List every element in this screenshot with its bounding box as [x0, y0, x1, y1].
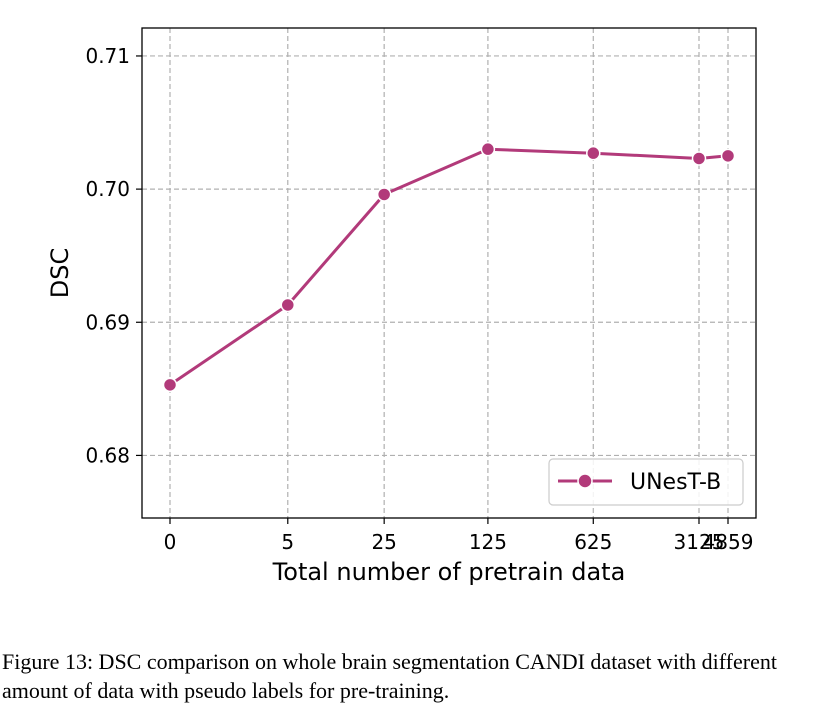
y-tick-label: 0.69 [85, 310, 130, 334]
x-tick-label: 3125 [674, 530, 725, 554]
legend: UNesT-B [548, 458, 744, 506]
data-point [280, 297, 296, 313]
figure-caption: Figure 13: DSC comparison on whole brain… [2, 649, 777, 703]
legend-marker-swatch [577, 473, 593, 489]
data-point [691, 151, 707, 166]
data-point [720, 148, 736, 164]
x-axis-title: Total number of pretrain data [272, 558, 626, 586]
y-axis-title: DSC [46, 248, 74, 298]
x-tick-label: 25 [371, 530, 396, 554]
x-tick-label: 5 [281, 530, 294, 554]
legend-box [548, 458, 744, 506]
series-line [169, 147, 729, 387]
y-tick-label: 0.71 [85, 44, 130, 68]
data-point [586, 145, 601, 161]
x-tick-label: 625 [574, 530, 612, 554]
grid [142, 28, 756, 518]
y-tick-label: 0.68 [85, 443, 130, 467]
legend-label: UNesT-B [630, 470, 721, 495]
series-layer [162, 141, 736, 393]
data-point [376, 187, 392, 202]
x-tick-label: 0 [164, 530, 177, 554]
data-point [162, 377, 178, 393]
y-tick-label: 0.70 [85, 177, 130, 201]
x-tick-label: 125 [469, 530, 507, 554]
x-tick-label: 4859 [703, 530, 754, 554]
data-point [480, 141, 496, 157]
plot-frame [141, 27, 757, 519]
